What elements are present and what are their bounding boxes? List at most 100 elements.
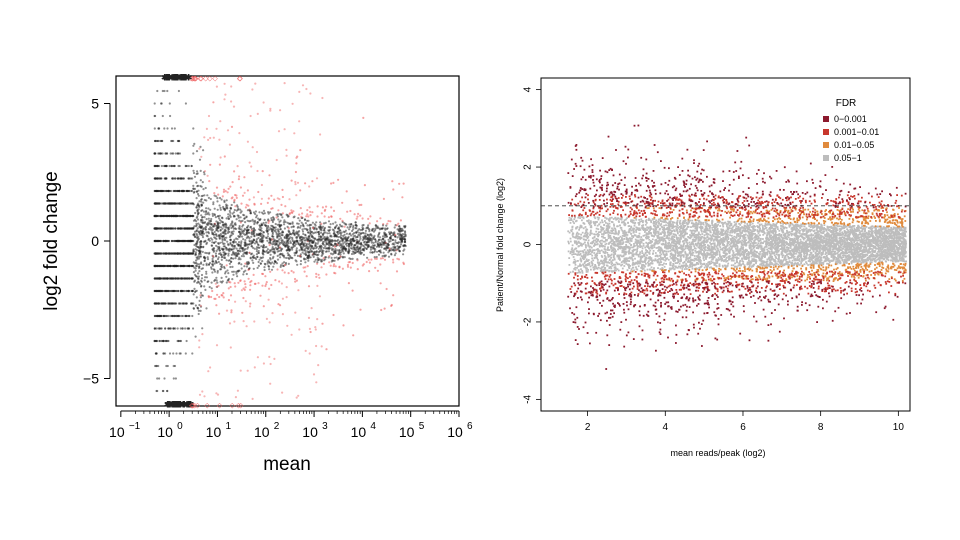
significant-point [246, 140, 249, 143]
point [222, 245, 225, 248]
point [291, 257, 294, 260]
point [287, 246, 290, 249]
point [231, 265, 234, 268]
point [204, 186, 207, 190]
clipped-point: ✱ [173, 73, 181, 83]
point [280, 224, 283, 227]
significant-point [215, 127, 218, 130]
point [286, 249, 290, 252]
significant-point [294, 280, 297, 283]
point [328, 229, 331, 232]
point [179, 352, 182, 355]
significant-point [308, 185, 311, 188]
point [218, 247, 221, 250]
point [347, 236, 350, 240]
significant-point [307, 215, 310, 218]
significant-point [205, 127, 208, 130]
point [238, 261, 241, 264]
point [285, 236, 289, 239]
significant-point [361, 217, 364, 220]
point [242, 255, 245, 258]
point [229, 214, 232, 217]
point [394, 252, 397, 255]
point [330, 256, 333, 259]
point [163, 189, 166, 193]
point [273, 230, 276, 233]
point [161, 89, 164, 93]
point [195, 296, 198, 299]
point [254, 212, 257, 216]
point [401, 229, 404, 232]
point [247, 262, 250, 265]
point [347, 251, 350, 254]
point [271, 235, 274, 238]
point [270, 218, 273, 222]
significant-point [380, 308, 383, 312]
point [225, 199, 228, 202]
point [373, 256, 376, 259]
point [296, 226, 299, 229]
significant-point [257, 282, 260, 285]
point [227, 254, 230, 257]
significant-point [294, 180, 297, 184]
point [400, 243, 403, 246]
point [374, 238, 377, 241]
point [240, 267, 243, 270]
point [286, 252, 289, 255]
point [313, 250, 316, 253]
point [184, 214, 187, 218]
clipped-point: ◇ [199, 74, 205, 82]
point [198, 233, 201, 236]
point [273, 226, 276, 229]
point [209, 222, 212, 226]
point [205, 272, 208, 275]
clipped-point: ◇ [230, 402, 236, 410]
point [264, 221, 268, 224]
point [216, 197, 219, 200]
point [201, 327, 204, 330]
point [195, 181, 198, 184]
significant-point [262, 362, 265, 365]
point [155, 289, 158, 293]
point [158, 339, 161, 343]
point [166, 277, 169, 280]
point [271, 246, 274, 249]
clipped-point: ◇ [189, 402, 195, 410]
significant-point [299, 149, 302, 152]
point [194, 251, 197, 254]
point-fdr-3 [782, 223, 784, 225]
significant-point [369, 215, 372, 218]
point [316, 261, 319, 264]
point [211, 257, 214, 261]
significant-point [201, 390, 204, 393]
point [230, 244, 233, 247]
point [309, 226, 312, 229]
point [342, 230, 345, 233]
point [297, 242, 300, 246]
point [367, 224, 370, 227]
point [304, 239, 307, 242]
point [215, 244, 218, 247]
significant-point [321, 322, 324, 325]
point [174, 277, 177, 280]
point [172, 227, 175, 230]
point [253, 235, 256, 238]
point [329, 235, 332, 238]
point [194, 273, 197, 276]
significant-point [207, 296, 211, 299]
significant-point [365, 260, 368, 264]
point [195, 229, 198, 232]
significant-point [285, 286, 288, 289]
point-fdr-3 [568, 257, 571, 259]
point [167, 252, 170, 255]
point [201, 267, 204, 270]
point [235, 247, 238, 250]
point [204, 226, 207, 229]
point [353, 231, 356, 235]
point [197, 194, 200, 197]
significant-point [379, 217, 382, 220]
significant-point [241, 194, 245, 197]
significant-point [215, 304, 218, 307]
significant-point [294, 183, 297, 186]
point [283, 223, 286, 226]
